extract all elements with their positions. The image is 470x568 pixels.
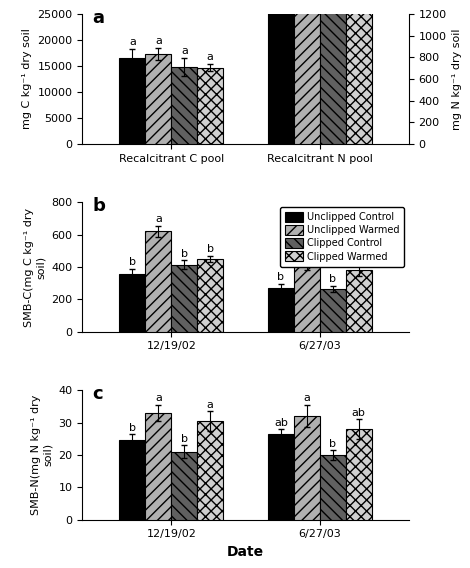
Text: b: b [207, 244, 214, 254]
Bar [145, 413, 172, 520]
Text: a: a [303, 394, 310, 403]
Bar [172, 265, 197, 332]
Bar [145, 231, 172, 332]
Text: a: a [207, 52, 214, 62]
Text: b: b [181, 249, 188, 258]
Text: b: b [329, 438, 337, 449]
Text: a: a [181, 46, 188, 56]
Bar [197, 259, 223, 332]
Bar [320, 455, 346, 520]
Text: b: b [181, 434, 188, 444]
Bar [268, 0, 294, 144]
Bar [346, 429, 372, 520]
Bar [268, 434, 294, 520]
Text: ab: ab [274, 417, 288, 428]
Text: b: b [129, 423, 136, 433]
Y-axis label: SMB-C(mg C kg⁻¹ dry
soil): SMB-C(mg C kg⁻¹ dry soil) [24, 207, 46, 327]
Y-axis label: mg C kg⁻¹ dry soil: mg C kg⁻¹ dry soil [22, 28, 32, 130]
Text: a: a [207, 400, 214, 410]
Bar [119, 440, 145, 520]
Text: a: a [92, 9, 104, 27]
Text: b: b [129, 257, 136, 268]
Bar [268, 288, 294, 332]
Bar [294, 0, 320, 144]
Text: b: b [277, 272, 284, 282]
Text: a: a [155, 394, 162, 403]
Bar [197, 421, 223, 520]
Y-axis label: SMB-N(mg N kg⁻¹ dry
soil): SMB-N(mg N kg⁻¹ dry soil) [31, 395, 53, 515]
Text: b: b [92, 197, 105, 215]
Text: ab: ab [352, 408, 366, 418]
Bar [346, 270, 372, 332]
Bar [119, 274, 145, 332]
Text: a: a [129, 37, 136, 47]
Text: a: a [303, 249, 310, 258]
Bar [172, 67, 197, 144]
Bar [119, 59, 145, 144]
Bar [145, 54, 172, 144]
Text: a: a [155, 214, 162, 224]
Bar [320, 0, 346, 144]
Bar [320, 289, 346, 332]
Bar [172, 452, 197, 520]
X-axis label: Date: Date [227, 545, 264, 559]
Y-axis label: mg N kg⁻¹ dry soil: mg N kg⁻¹ dry soil [452, 28, 462, 130]
Text: b: b [329, 274, 337, 283]
Legend: Unclipped Control, Unclipped Warmed, Clipped Control, Clipped Warmed: Unclipped Control, Unclipped Warmed, Cli… [281, 207, 404, 266]
Bar [346, 0, 372, 144]
Bar [294, 265, 320, 332]
Text: a: a [355, 253, 362, 262]
Bar [294, 416, 320, 520]
Bar [197, 68, 223, 144]
Text: a: a [155, 36, 162, 46]
Text: c: c [92, 385, 102, 403]
